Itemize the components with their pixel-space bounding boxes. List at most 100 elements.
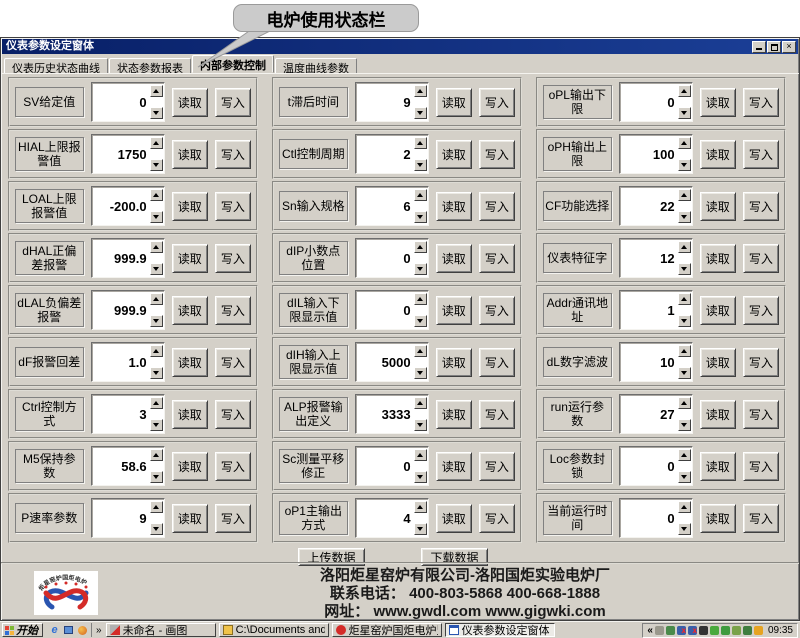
spin-down-button[interactable] — [677, 159, 691, 171]
spin-down-button[interactable] — [677, 107, 691, 119]
write-button[interactable]: 写入 — [478, 295, 515, 325]
write-button[interactable]: 写入 — [478, 243, 515, 273]
spin-down-button[interactable] — [677, 471, 691, 483]
param-value-input[interactable]: 10 — [618, 342, 693, 382]
param-value-input[interactable]: 1 — [618, 290, 693, 330]
read-button[interactable]: 读取 — [171, 191, 208, 221]
read-button[interactable]: 读取 — [435, 191, 472, 221]
media-player-icon[interactable] — [77, 625, 88, 636]
read-button[interactable]: 读取 — [699, 347, 736, 377]
read-button[interactable]: 读取 — [435, 139, 472, 169]
write-button[interactable]: 写入 — [742, 191, 779, 221]
spin-down-button[interactable] — [413, 211, 427, 223]
taskbar-item-2[interactable]: 炬星窑炉国炬电炉监... — [331, 623, 442, 637]
read-button[interactable]: 读取 — [699, 451, 736, 481]
tab-3[interactable]: 温度曲线参数 — [275, 58, 357, 75]
write-button[interactable]: 写入 — [742, 347, 779, 377]
write-button[interactable]: 写入 — [742, 503, 779, 533]
spin-up-button[interactable] — [677, 501, 691, 513]
param-value-input[interactable]: 5000 — [354, 342, 429, 382]
write-button[interactable]: 写入 — [214, 295, 251, 325]
spin-up-button[interactable] — [149, 345, 163, 357]
spin-down-button[interactable] — [149, 471, 163, 483]
write-button[interactable]: 写入 — [742, 295, 779, 325]
write-button[interactable]: 写入 — [478, 87, 515, 117]
write-button[interactable]: 写入 — [214, 347, 251, 377]
spin-up-button[interactable] — [677, 85, 691, 97]
read-button[interactable]: 读取 — [435, 347, 472, 377]
param-value-input[interactable]: 0 — [618, 82, 693, 122]
param-value-input[interactable]: 0 — [354, 238, 429, 278]
tab-2[interactable]: 内部参数控制 — [192, 55, 274, 73]
spin-up-button[interactable] — [677, 397, 691, 409]
param-value-input[interactable]: 3 — [90, 394, 165, 434]
param-value-input[interactable]: 22 — [618, 186, 693, 226]
read-button[interactable]: 读取 — [171, 399, 208, 429]
param-value-input[interactable]: 6 — [354, 186, 429, 226]
spin-up-button[interactable] — [149, 241, 163, 253]
read-button[interactable]: 读取 — [435, 295, 472, 325]
spin-up-button[interactable] — [149, 293, 163, 305]
read-button[interactable]: 读取 — [699, 139, 736, 169]
tab-1[interactable]: 状态参数报表 — [109, 58, 191, 75]
write-button[interactable]: 写入 — [478, 399, 515, 429]
write-button[interactable]: 写入 — [214, 191, 251, 221]
spin-down-button[interactable] — [677, 419, 691, 431]
taskbar-item-3[interactable]: 仪表参数设定窗体 — [444, 623, 555, 637]
read-button[interactable]: 读取 — [435, 87, 472, 117]
write-button[interactable]: 写入 — [214, 399, 251, 429]
spin-down-button[interactable] — [677, 211, 691, 223]
spin-up-button[interactable] — [677, 189, 691, 201]
tray-network-offline2-icon[interactable]: x — [687, 625, 697, 635]
read-button[interactable]: 读取 — [171, 87, 208, 117]
spin-up-button[interactable] — [677, 293, 691, 305]
param-value-input[interactable]: 0 — [618, 446, 693, 486]
write-button[interactable]: 写入 — [214, 451, 251, 481]
read-button[interactable]: 读取 — [699, 399, 736, 429]
spin-up-button[interactable] — [149, 85, 163, 97]
minimize-button[interactable] — [752, 40, 766, 53]
read-button[interactable]: 读取 — [699, 503, 736, 533]
spin-down-button[interactable] — [413, 159, 427, 171]
spin-down-button[interactable] — [413, 315, 427, 327]
write-button[interactable]: 写入 — [478, 191, 515, 221]
tray-signal-icon[interactable] — [698, 625, 708, 635]
spin-down-button[interactable] — [677, 263, 691, 275]
spin-down-button[interactable] — [677, 523, 691, 535]
tray-volume-icon[interactable] — [665, 625, 675, 635]
param-value-input[interactable]: 2 — [354, 134, 429, 174]
taskbar-item-1[interactable]: C:\Documents and Se... — [218, 623, 329, 637]
read-button[interactable]: 读取 — [435, 243, 472, 273]
param-value-input[interactable]: 100 — [618, 134, 693, 174]
param-value-input[interactable]: 9 — [354, 82, 429, 122]
spin-up-button[interactable] — [413, 345, 427, 357]
read-button[interactable]: 读取 — [171, 139, 208, 169]
spin-down-button[interactable] — [413, 523, 427, 535]
read-button[interactable]: 读取 — [171, 295, 208, 325]
param-value-input[interactable]: 1.0 — [90, 342, 165, 382]
read-button[interactable]: 读取 — [171, 347, 208, 377]
toolbar-overflow-chevron[interactable]: » — [96, 624, 102, 636]
write-button[interactable]: 写入 — [478, 139, 515, 169]
tray-display-icon[interactable] — [742, 625, 752, 635]
tray-collapse-chevron[interactable]: « — [647, 624, 653, 636]
read-button[interactable]: 读取 — [435, 451, 472, 481]
spin-up-button[interactable] — [677, 449, 691, 461]
spin-up-button[interactable] — [413, 449, 427, 461]
param-value-input[interactable]: 0 — [354, 446, 429, 486]
tray-shield-icon[interactable] — [720, 625, 730, 635]
spin-down-button[interactable] — [413, 419, 427, 431]
read-button[interactable]: 读取 — [699, 191, 736, 221]
write-button[interactable]: 写入 — [214, 243, 251, 273]
param-value-input[interactable]: 3333 — [354, 394, 429, 434]
tray-scheduler-icon[interactable] — [731, 625, 741, 635]
spin-down-button[interactable] — [413, 471, 427, 483]
read-button[interactable]: 读取 — [435, 399, 472, 429]
spin-up-button[interactable] — [149, 137, 163, 149]
write-button[interactable]: 写入 — [742, 451, 779, 481]
spin-up-button[interactable] — [149, 189, 163, 201]
spin-down-button[interactable] — [149, 211, 163, 223]
write-button[interactable]: 写入 — [478, 451, 515, 481]
tray-messenger-icon[interactable] — [753, 625, 763, 635]
spin-up-button[interactable] — [413, 241, 427, 253]
